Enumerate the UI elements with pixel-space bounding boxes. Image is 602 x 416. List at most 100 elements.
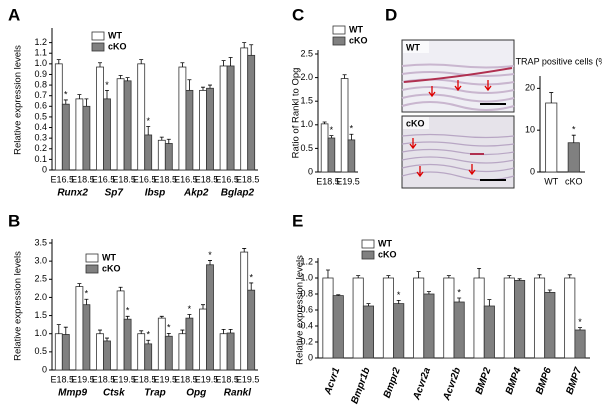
bar <box>82 105 91 171</box>
panel-label: D <box>385 5 397 24</box>
bar <box>483 305 495 359</box>
significance-mark: * <box>397 290 401 300</box>
bar <box>116 78 125 171</box>
bar <box>185 317 194 371</box>
bar <box>362 305 375 359</box>
error-bar <box>97 329 102 334</box>
y-tick-label: 0.5 <box>300 143 313 153</box>
error-bar <box>356 275 361 278</box>
group-label: Runx2 <box>57 188 88 199</box>
y-tick-label: 10 <box>525 125 535 135</box>
error-bar <box>200 304 205 310</box>
group-label: Rankl <box>224 388 251 399</box>
bar <box>157 139 166 171</box>
error-bar <box>386 275 391 278</box>
bar <box>144 343 153 371</box>
error-bar <box>242 248 247 253</box>
error-bar <box>228 57 233 66</box>
bar <box>423 293 435 359</box>
bar <box>61 334 70 371</box>
y-axis-label: Relative expression levels <box>13 251 24 361</box>
significance-mark: * <box>208 250 212 260</box>
bar <box>340 78 349 173</box>
y-tick-label: 0.5 <box>34 346 47 356</box>
significance-mark: * <box>146 116 150 126</box>
y-tick-label: 3.5 <box>34 237 47 247</box>
error-bar <box>571 134 576 143</box>
bar <box>219 65 228 171</box>
y-tick-label: 1.5 <box>34 310 47 320</box>
x-tick-label: Bmpr2 <box>382 366 403 400</box>
chart-title: TRAP positive cells (%) <box>516 56 602 66</box>
error-bar <box>125 77 130 81</box>
bar <box>96 333 104 371</box>
bar <box>82 304 91 371</box>
legend-label: cKO <box>378 249 397 259</box>
error-bar <box>242 42 247 48</box>
x-tick-label: E19.5 <box>236 374 260 384</box>
tissue-texture <box>401 141 515 147</box>
error-bar <box>416 271 421 278</box>
tissue-texture <box>401 156 515 164</box>
x-tick-label: E18.5 <box>51 374 75 384</box>
x-tick-label: WT <box>544 176 558 186</box>
group-label: Ctsk <box>103 388 125 399</box>
x-tick-label: cKO <box>565 176 583 186</box>
x-tick-label: BMP7 <box>564 366 584 396</box>
bar <box>503 277 515 359</box>
x-tick-label: E18.5 <box>133 374 157 384</box>
significance-mark: * <box>572 125 576 135</box>
y-tick-label: 0 <box>42 364 47 374</box>
error-bar <box>549 92 554 103</box>
error-bar <box>187 79 192 91</box>
arrow <box>468 164 476 176</box>
bar <box>116 290 125 371</box>
significance-mark: * <box>457 287 461 297</box>
error-bar <box>537 274 542 278</box>
significance-mark: * <box>85 289 89 299</box>
error-bar <box>56 324 61 334</box>
error-bar <box>487 299 492 306</box>
y-tick-label: 0.3 <box>34 133 47 143</box>
error-bar <box>366 303 371 306</box>
x-tick-label: E19.5 <box>195 374 219 384</box>
legend-label: cKO <box>102 263 121 273</box>
error-bar <box>249 44 254 56</box>
x-tick-label: Bmpr1b <box>349 366 372 405</box>
legend-swatch <box>332 25 346 35</box>
error-bar <box>77 94 82 99</box>
image-label-bg <box>403 41 429 53</box>
bar <box>240 251 249 371</box>
legend-label: cKO <box>349 35 368 45</box>
bar <box>199 89 207 171</box>
panel-label: C <box>292 5 304 24</box>
y-tick-label: 3.0 <box>34 256 47 266</box>
tissue-texture <box>401 148 515 156</box>
error-bar <box>221 60 226 66</box>
bar <box>54 63 63 171</box>
arrow <box>428 86 436 98</box>
bar <box>137 333 146 371</box>
x-tick-label: E18.5 <box>112 174 136 184</box>
bar <box>75 98 84 171</box>
image-label: cKO <box>406 118 425 128</box>
bar <box>322 277 334 359</box>
y-tick-label: 1.0 <box>300 119 313 129</box>
y-tick-label: 1.2 <box>300 256 313 266</box>
bar <box>327 137 336 173</box>
x-tick-label: BMP2 <box>474 366 494 396</box>
bar <box>219 333 228 371</box>
bar <box>54 333 63 371</box>
error-bar <box>567 274 572 278</box>
bar <box>240 47 249 171</box>
bar <box>453 301 465 359</box>
bar <box>545 102 558 173</box>
y-tick-label: 0 <box>308 352 313 362</box>
panel-label: B <box>8 211 20 230</box>
x-tick-label: Acvr2b <box>441 366 463 403</box>
bar <box>185 89 194 171</box>
error-bar <box>105 337 110 341</box>
significance-mark: * <box>126 306 130 316</box>
bar <box>137 63 146 171</box>
x-tick-label: BMP6 <box>534 366 554 396</box>
